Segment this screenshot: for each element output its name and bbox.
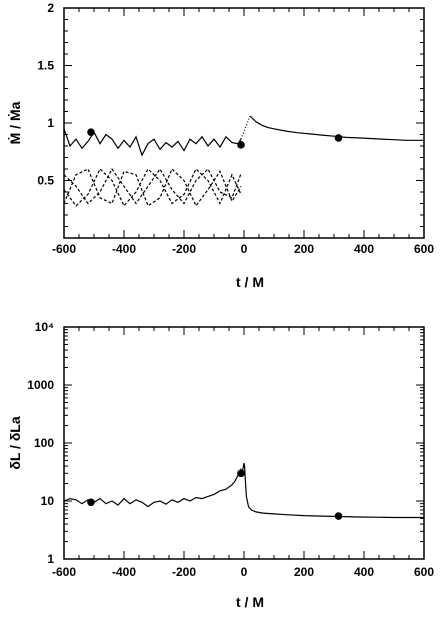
y-axis-label: Ṁ / Ṁa xyxy=(7,101,23,144)
data-point-marker xyxy=(87,128,95,136)
x-tick-label: 0 xyxy=(241,565,248,579)
plot-frame xyxy=(63,326,425,560)
x-tick-label: 400 xyxy=(354,565,374,579)
series-line-dotted xyxy=(240,115,251,140)
plot-frame xyxy=(63,7,425,239)
y-tick-label: 100 xyxy=(34,436,54,450)
panel-dl: -600 -400 -200 0 200 400 600 10⁴ 1000 100 10 1 t / M… xyxy=(7,320,434,610)
series-line-solid xyxy=(249,115,424,141)
x-tick-label: 400 xyxy=(354,242,374,256)
panel-mdot: -600 -400 -200 0 200 400 600 2 1.5 1 0.5 t / M Ṁ / Ṁ… xyxy=(7,1,434,290)
x-axis-label: t / M xyxy=(236,274,264,290)
x-tick-label: 0 xyxy=(241,242,248,256)
y-tick-label: 1000 xyxy=(27,378,54,392)
series-line-solid xyxy=(63,462,424,519)
x-tick-label: -600 xyxy=(52,242,76,256)
x-tick-label: -400 xyxy=(112,242,136,256)
data-point-marker xyxy=(87,498,95,507)
data-point-marker xyxy=(237,141,245,149)
x-tick-label: -200 xyxy=(172,565,196,579)
y-tick-label: 1.5 xyxy=(37,59,54,73)
x-axis-label: t / M xyxy=(236,594,264,610)
x-tick-label: -200 xyxy=(172,242,196,256)
data-point-marker xyxy=(334,134,343,142)
x-tick-label: -400 xyxy=(112,565,136,579)
x-tick-label: 600 xyxy=(414,565,434,579)
y-tick-label: 10⁴ xyxy=(35,320,54,334)
data-point-marker xyxy=(237,469,245,478)
y-axis-label: δL / δLa xyxy=(7,416,23,470)
x-tick-label: 600 xyxy=(414,242,434,256)
y-tick-label: 1 xyxy=(47,116,54,130)
y-tick-label: 2 xyxy=(47,1,54,15)
data-point-marker xyxy=(334,512,343,520)
y-tick-label: 1 xyxy=(47,552,54,566)
series-line-dashed xyxy=(63,167,242,207)
series-line-dashed xyxy=(63,167,242,205)
y-tick-label: 10 xyxy=(41,494,55,508)
x-tick-label: -600 xyxy=(52,565,76,579)
y-tick-label: 0.5 xyxy=(37,174,54,188)
x-tick-label: 200 xyxy=(294,242,314,256)
x-tick-label: 200 xyxy=(294,565,314,579)
